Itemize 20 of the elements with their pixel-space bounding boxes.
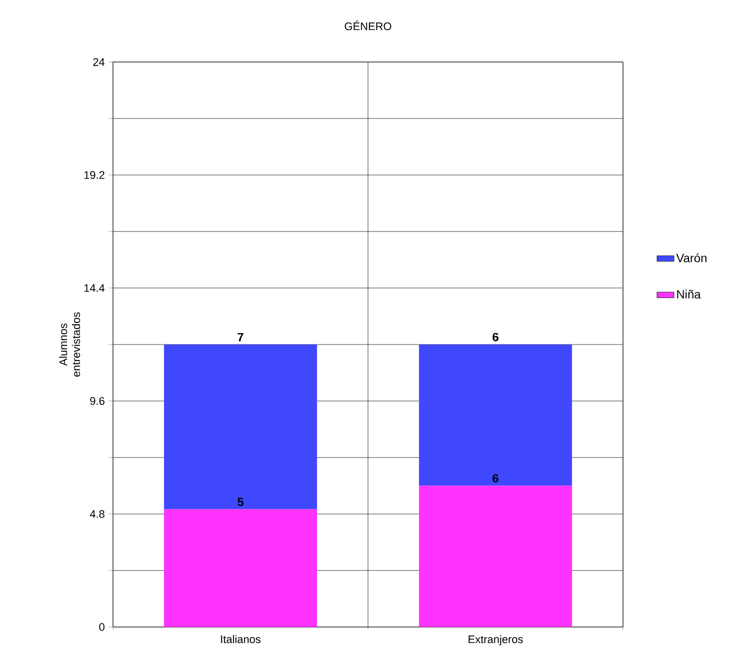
x-tick-label: Italianos	[221, 635, 260, 644]
legend-label: Niña	[677, 290, 701, 299]
data-label: 6	[492, 332, 498, 342]
bar	[164, 509, 317, 627]
bar	[419, 486, 572, 627]
data-label: 6	[492, 474, 498, 483]
y-tick-label: 14.4	[84, 284, 105, 292]
chart-title: GÉNERO	[344, 20, 392, 30]
bar	[164, 344, 317, 510]
y-tick-label: 24	[93, 58, 105, 66]
y-axis-title: Alumnos entrevistados	[59, 312, 80, 377]
data-label: 7	[238, 333, 244, 342]
legend-label: Varón	[676, 253, 706, 262]
data-label: 5	[238, 498, 244, 506]
y-tick-label: 0	[99, 623, 104, 631]
y-tick-label: 19.2	[84, 171, 104, 179]
x-tick-label: Extranjeros	[468, 635, 523, 646]
y-tick-label: 9.6	[90, 397, 104, 405]
y-tick-label: 4.8	[90, 510, 104, 518]
bar	[419, 344, 572, 486]
